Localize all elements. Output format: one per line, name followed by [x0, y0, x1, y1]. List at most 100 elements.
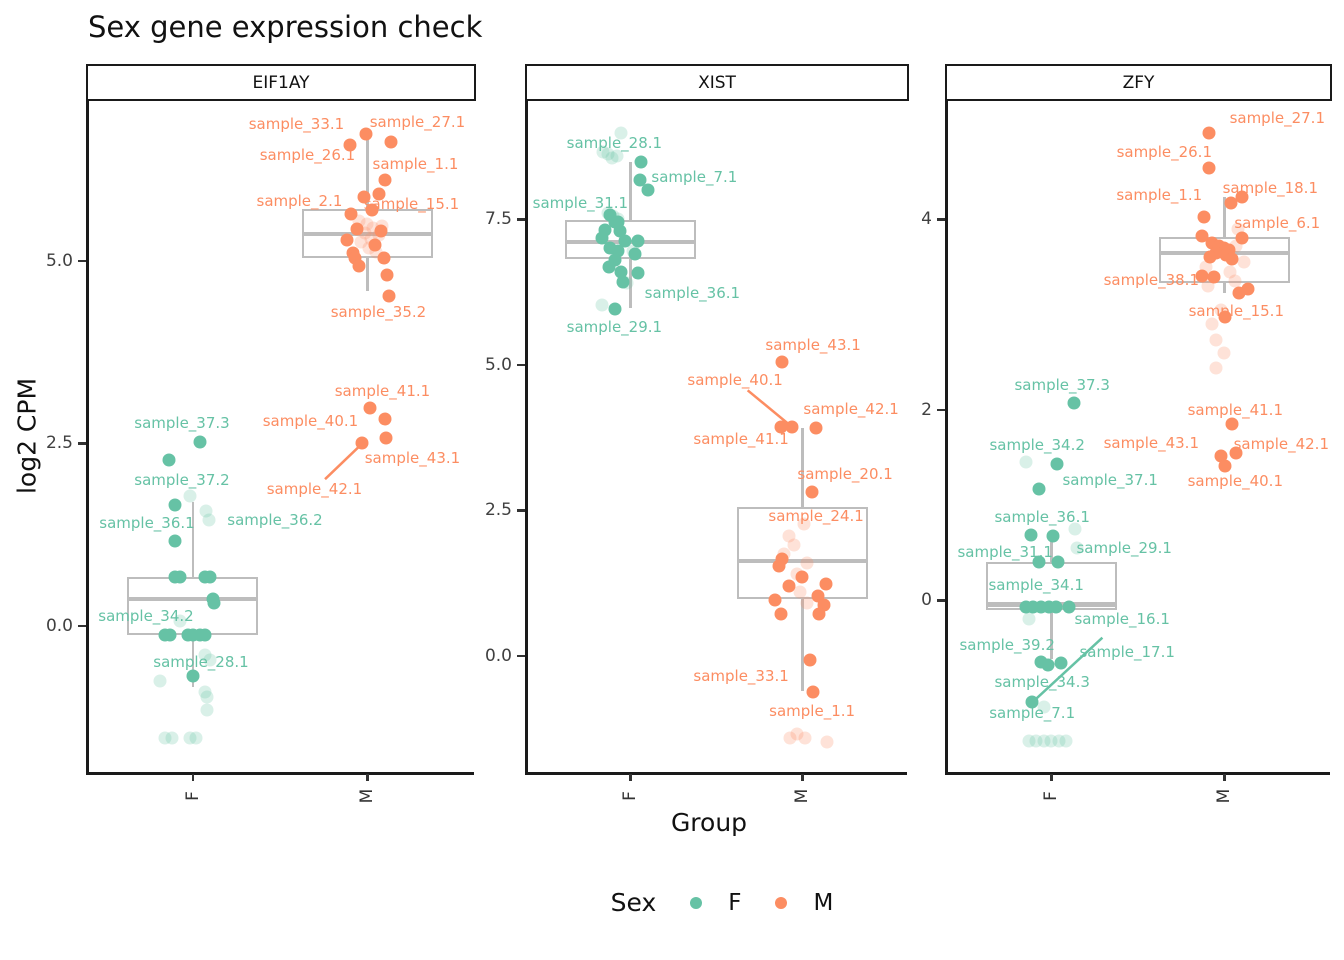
y-tick-mark [937, 218, 945, 221]
legend-title: Sex [610, 888, 657, 917]
x-tick-mark [629, 774, 632, 781]
sample-label: sample_28.1 [153, 653, 249, 672]
jitter-point [795, 570, 809, 584]
jitter-point [1054, 656, 1068, 670]
sample-label: sample_40.1 [1187, 472, 1283, 491]
box-xist-M [736, 507, 868, 599]
jitter-point [1050, 457, 1064, 471]
jitter-point [173, 570, 187, 584]
jitter-point [354, 235, 368, 249]
sample-label: sample_33.1 [248, 114, 345, 133]
jitter-point [602, 260, 616, 274]
jitter-point [363, 401, 377, 414]
jitter-point [344, 207, 358, 221]
sample-label: sample_2.1 [256, 192, 343, 211]
y-tick-label: 2.5 [45, 433, 73, 454]
jitter-point [168, 534, 182, 548]
whisker-lower [1050, 609, 1053, 659]
y-tick-mark [78, 624, 86, 628]
sample-label: sample_7.1 [989, 704, 1076, 723]
legend: Sex F M [88, 888, 1344, 917]
x-tick-mark [191, 774, 195, 781]
sample-label: sample_42.1 [803, 400, 899, 419]
jitter-point [806, 685, 820, 699]
jitter-point [1225, 417, 1239, 431]
jitter-point [628, 247, 642, 261]
sample-label: sample_31.1 [957, 543, 1053, 562]
legend-label-F: F [728, 889, 742, 916]
jitter-point [359, 127, 373, 141]
y-axis-line [525, 100, 528, 774]
whisker-lower [191, 634, 195, 688]
sample-label: sample_26.1 [1116, 142, 1212, 161]
jitter-point [803, 653, 817, 667]
jitter-point [772, 559, 786, 573]
whisker-upper [801, 427, 804, 508]
jitter-point [618, 234, 632, 248]
jitter-point [1070, 541, 1084, 555]
jitter-point [378, 173, 392, 187]
legend-swatch-M-icon [775, 896, 788, 909]
jitter-point [173, 614, 187, 628]
sample-label: sample_29.1 [566, 317, 663, 336]
jitter-point [819, 577, 833, 591]
y-tick-label: 5.0 [484, 354, 512, 375]
jitter-point [1195, 269, 1209, 283]
jitter-point [782, 579, 796, 593]
jitter-point [1029, 734, 1043, 748]
jitter-point [202, 513, 216, 527]
chart-title: Sex gene expression check [88, 10, 483, 44]
sample-label: sample_35.2 [330, 302, 427, 321]
whisker-upper [629, 162, 632, 220]
x-tick-mark [801, 774, 804, 781]
jitter-point [805, 485, 819, 499]
jitter-point [1203, 250, 1217, 264]
y-axis-line [945, 100, 948, 774]
jitter-point [200, 690, 214, 704]
sample-label: sample_37.3 [1014, 376, 1110, 395]
y-tick-label: 0 [921, 590, 932, 611]
sample-label: sample_41.1 [1187, 401, 1283, 420]
jitter-point [797, 517, 811, 531]
jitter-point [787, 538, 801, 552]
jitter-point [613, 224, 627, 238]
facet-strip-eif1ay: EIF1AY [86, 64, 476, 101]
sample-label: sample_16.1 [1074, 610, 1170, 629]
y-tick-label: 2 [921, 399, 932, 420]
jitter-point [200, 703, 214, 717]
jitter-point [809, 421, 823, 435]
sample-label: sample_15.1 [1188, 302, 1284, 321]
sample-label: sample_42.1 [266, 480, 363, 499]
jitter-point [183, 489, 197, 503]
jitter-point [1237, 255, 1251, 269]
sample-label: sample_36.1 [99, 513, 195, 532]
jitter-point [1223, 265, 1237, 279]
jitter-point [198, 685, 212, 699]
jitter-point [616, 275, 630, 289]
jitter-point [812, 607, 826, 621]
sample-label: sample_34.1 [988, 576, 1084, 595]
jitter-point [798, 731, 812, 745]
x-axis-line [945, 772, 1330, 775]
jitter-point [198, 648, 212, 662]
jitter-point [1037, 734, 1051, 748]
whisker-lower [629, 259, 632, 309]
sample-label: sample_36.1 [994, 507, 1090, 526]
jitter-point [382, 289, 396, 303]
whisker-upper [1050, 537, 1053, 563]
y-tick-mark [78, 442, 86, 445]
jitter-point [203, 570, 217, 584]
jitter-point [1044, 734, 1058, 748]
legend-label-M: M [813, 889, 834, 916]
sample-label: sample_24.1 [768, 507, 864, 526]
jitter-point [377, 251, 391, 265]
jitter-point [207, 596, 221, 610]
x-tick-mark [1223, 774, 1226, 781]
whisker-lower [801, 598, 804, 691]
sample-label: sample_34.2 [98, 606, 194, 625]
y-tick-mark [517, 218, 525, 221]
jitter-point [1217, 346, 1231, 360]
jitter-point [1034, 600, 1048, 614]
jitter-point [1218, 310, 1232, 324]
jitter-point [782, 529, 796, 543]
